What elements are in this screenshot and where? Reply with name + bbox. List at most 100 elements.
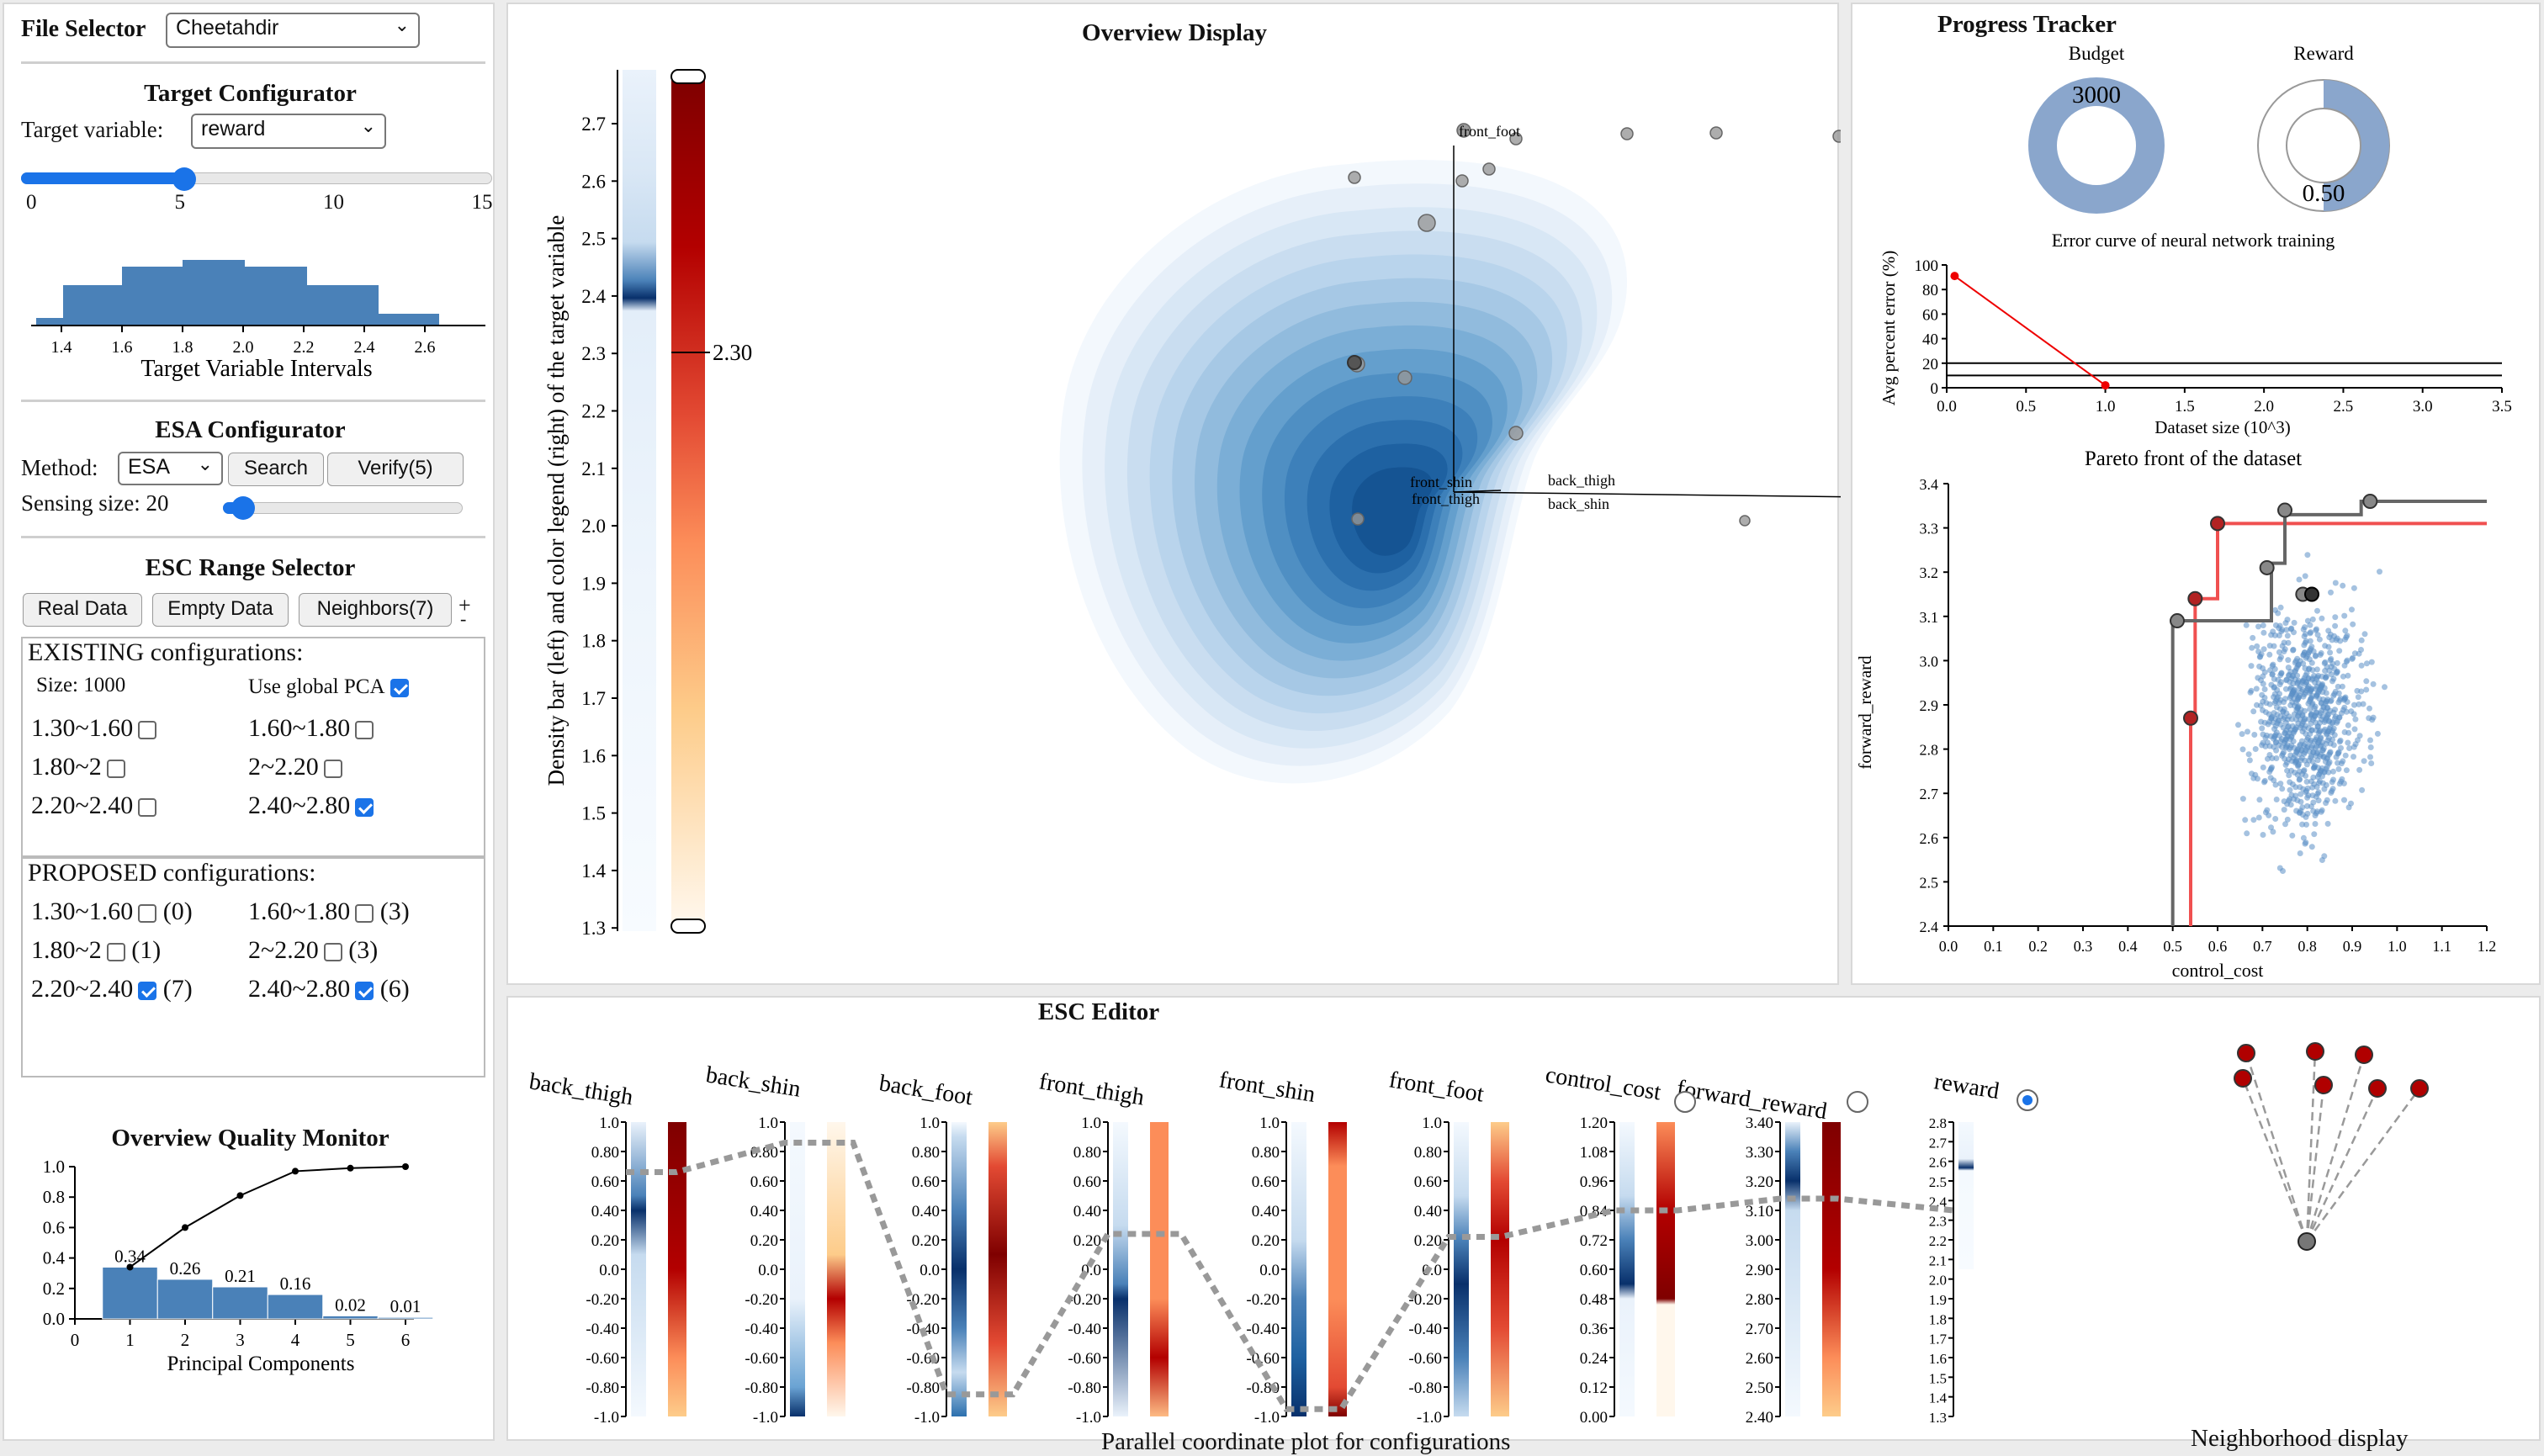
empty-data-button[interactable]: Empty Data [152, 593, 289, 627]
configuration-checkbox[interactable] [355, 982, 374, 1001]
plus-button[interactable]: + [458, 593, 471, 617]
search-button[interactable]: Search [228, 453, 324, 486]
axis-tick-label: 0.0 [920, 1262, 940, 1279]
verify-button[interactable]: Verify(5) [327, 453, 464, 486]
axis-tick-label: -0.20 [745, 1291, 778, 1309]
divider [21, 400, 485, 402]
configuration-option[interactable]: 2.40~2.80 [248, 792, 374, 820]
configuration-option[interactable]: 2.40~2.80 (6) [248, 975, 410, 1003]
configuration-checkbox[interactable] [355, 904, 374, 924]
density-bar [623, 70, 656, 931]
esa-configurator-title: ESA Configurator [155, 416, 346, 443]
scatter-point [2310, 799, 2317, 806]
axis-tick-label: 0.00 [1580, 1409, 1608, 1427]
histogram-tick-label: 1.8 [172, 338, 193, 357]
pareto-title: Pareto front of the dataset [2085, 447, 2302, 470]
scatter-point [2309, 784, 2316, 791]
scatter-point [2302, 639, 2308, 646]
configuration-option[interactable]: 1.30~1.60 [31, 714, 157, 743]
file-selector-dropdown[interactable]: Cheetahdir ⌄ [166, 13, 420, 48]
global-pca-option[interactable]: Use global PCA [248, 675, 409, 699]
scatter-point [2308, 643, 2315, 650]
configuration-checkbox[interactable] [323, 943, 342, 962]
configuration-range-label: 2.40~2.80 [248, 792, 351, 819]
configuration-option[interactable]: 2~2.20 (3) [248, 936, 378, 965]
configuration-option[interactable]: 2~2.20 [248, 753, 342, 781]
configuration-option[interactable]: 1.60~1.80 (3) [248, 897, 410, 926]
configuration-range-label: 1.80~2 [31, 753, 102, 781]
neighbors-button[interactable]: Neighbors(7) [299, 593, 452, 627]
scatter-point [2377, 569, 2382, 575]
scatter-point [2260, 646, 2267, 653]
scatter-point [2272, 816, 2279, 822]
scatter-point [2302, 573, 2308, 580]
target-slider[interactable] [21, 167, 494, 191]
real-data-button[interactable]: Real Data [23, 593, 142, 627]
scatter-point [2366, 705, 2372, 712]
slider-thumb[interactable] [231, 496, 255, 520]
sample-point [1351, 512, 1365, 526]
configuration-option[interactable]: 1.80~2 (1) [31, 936, 161, 965]
scatter-point [2304, 617, 2311, 624]
axis-tick-label: -0.60 [586, 1350, 619, 1368]
scatter-point [2351, 585, 2357, 591]
density-contour [1352, 467, 1433, 556]
scatter-point [2278, 654, 2284, 660]
scatter-point [2361, 631, 2368, 638]
pareto-xtick-label: 0.9 [2343, 938, 2362, 955]
scatter-point [2340, 696, 2347, 703]
axis-tick-label: 2.1 [1929, 1252, 1947, 1268]
variance-bar [212, 1286, 268, 1320]
pareto-xtick-label: 0.0 [1939, 938, 1958, 955]
slider-thumb[interactable] [172, 167, 196, 191]
scatter-point [2239, 731, 2245, 738]
chevron-down-icon: ⌄ [394, 14, 410, 35]
configuration-option[interactable]: 1.80~2 [31, 753, 125, 781]
scatter-point [2323, 781, 2329, 788]
method-dropdown[interactable]: ESA ⌄ [118, 452, 223, 485]
configuration-checkbox[interactable] [106, 943, 125, 962]
configuration-checkbox[interactable] [106, 760, 125, 779]
scatter-point [2303, 778, 2310, 785]
error-ytick-label: 80 [1922, 282, 1938, 299]
configuration-checkbox[interactable] [355, 798, 374, 818]
scatter-point [2314, 607, 2320, 614]
configuration-checkbox[interactable] [323, 760, 342, 779]
target-variable-dropdown[interactable]: reward ⌄ [191, 114, 386, 149]
scatter-point [2299, 821, 2306, 828]
scatter-point [2273, 797, 2280, 802]
axis-endpoint [1456, 123, 1471, 138]
global-pca-checkbox[interactable] [390, 679, 409, 698]
configuration-checkbox[interactable] [138, 904, 157, 924]
configuration-checkbox[interactable] [138, 721, 157, 740]
variance-bar-label: 0.26 [170, 1258, 201, 1279]
left-panel: File Selector Cheetahdir ⌄ Target Config… [3, 3, 938, 1441]
pareto-xtick-label: 0.8 [2298, 938, 2317, 955]
configuration-option[interactable]: 2.20~2.40 [31, 792, 157, 820]
divider [21, 61, 485, 64]
scatter-point [2332, 614, 2339, 621]
sensing-size-slider[interactable] [223, 495, 467, 521]
configuration-checkbox[interactable] [138, 982, 157, 1001]
neighbor-link [2305, 1051, 2317, 1242]
pareto-ytick-label: 3.3 [1920, 521, 1939, 537]
configuration-option[interactable]: 1.30~1.60 (0) [31, 897, 193, 926]
variance-bar [377, 1316, 434, 1320]
overview-chart: 2.7 2.6 2.5 2.4 2.3 2.2 2.1 2.0 1.9 1.8 1.7 1.6 1.5 1… [543, 69, 1841, 939]
slider-tick-label: 10 [323, 191, 344, 214]
scatter-point [2283, 728, 2290, 733]
configuration-option[interactable]: 1.60~1.80 [248, 714, 374, 743]
scatter-point [2261, 777, 2268, 784]
configuration-checkbox[interactable] [138, 798, 157, 818]
axis-line [1453, 490, 1502, 493]
minus-button[interactable]: - [460, 608, 467, 629]
axis-tick-label: 1.0 [758, 1115, 778, 1132]
scatter-point [2307, 638, 2313, 644]
configuration-checkbox[interactable] [355, 721, 374, 740]
scatter-point [2320, 703, 2327, 710]
file-selector-value: Cheetahdir [176, 16, 279, 40]
scatter-point [2250, 708, 2257, 715]
configuration-option[interactable]: 2.20~2.40 (7) [31, 975, 193, 1003]
axis-tick-label: 1.9 [1929, 1292, 1947, 1308]
histogram-tick-label: 1.4 [51, 338, 72, 357]
